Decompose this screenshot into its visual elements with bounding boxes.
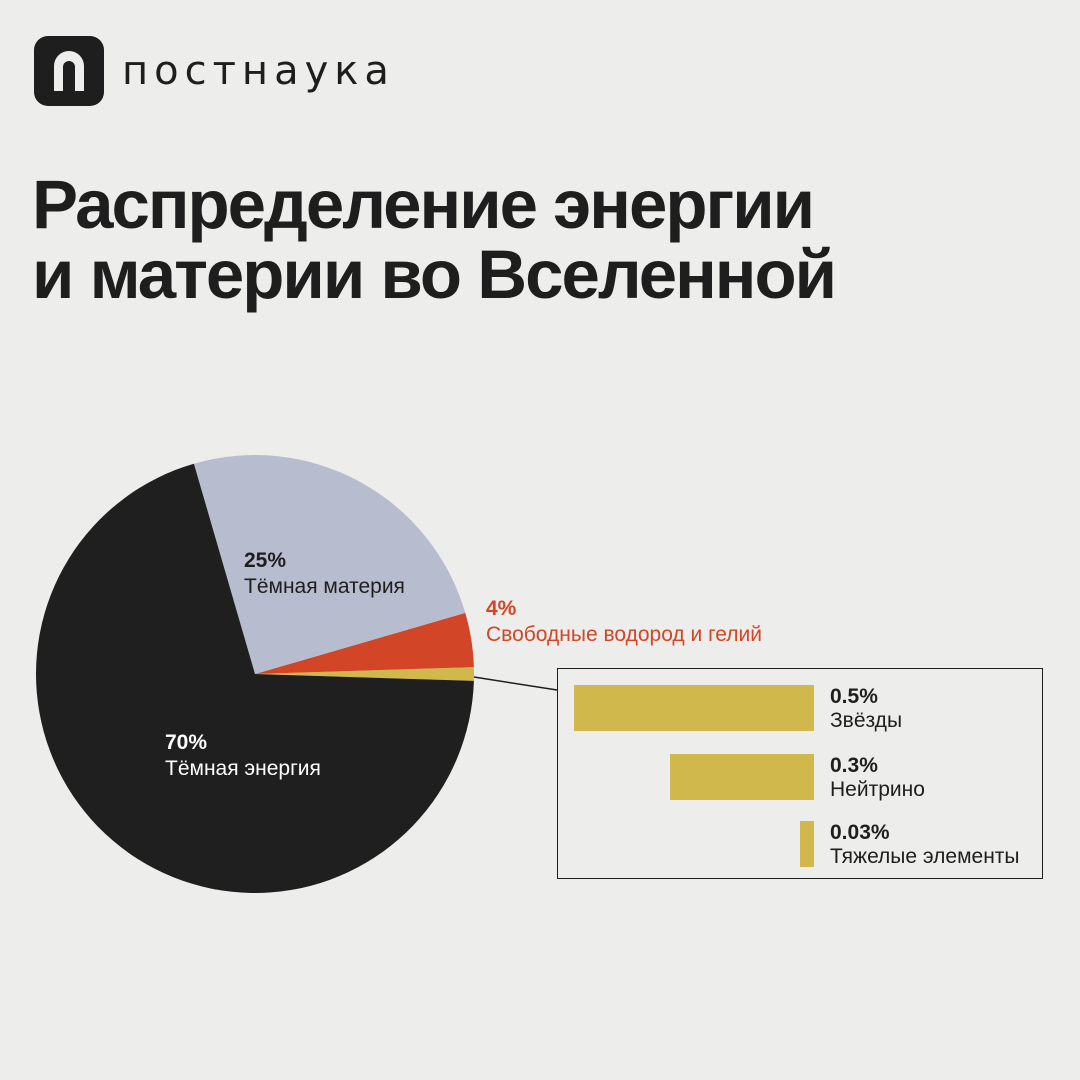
title-line-2: и материи во Вселенной xyxy=(32,236,837,313)
neutrino-name: Нейтрино xyxy=(830,778,925,801)
dark-energy-name: Тёмная энергия xyxy=(165,757,321,780)
logo-mark-icon xyxy=(34,36,104,106)
bar-stars xyxy=(574,685,814,731)
heavy-elements-name: Тяжелые элементы xyxy=(830,845,1020,868)
bar-neutrino xyxy=(670,754,814,800)
slice-stars-etc xyxy=(255,667,474,681)
dark-matter-name: Тёмная материя xyxy=(244,575,405,598)
hydrogen-helium-value: 4% xyxy=(486,597,517,620)
stars-name: Звёзды xyxy=(830,709,903,732)
bar-label-heavy-elements: 0.03% Тяжелые элементы xyxy=(830,821,1020,869)
stars-value: 0.5% xyxy=(830,685,878,708)
bar-label-neutrino: 0.3% Нейтрино xyxy=(830,754,925,802)
neutrino-value: 0.3% xyxy=(830,754,878,777)
dark-matter-value: 25% xyxy=(244,549,287,572)
heavy-elements-value: 0.03% xyxy=(830,821,890,844)
zoom-connector-line xyxy=(473,676,558,691)
slice-hydrogen-helium xyxy=(255,612,474,674)
title-line-1: Распределение энергии xyxy=(32,166,815,243)
logo-text: постнаука xyxy=(122,48,395,94)
dark-energy-value: 70% xyxy=(165,731,208,754)
page-title: Распределение энергии и материи во Вселе… xyxy=(32,170,1032,310)
label-dark-matter: 25% Тёмная материя xyxy=(244,548,405,600)
slice-dark-matter xyxy=(193,455,466,674)
bar-heavy-elements xyxy=(799,821,814,867)
brand-logo: постнаука xyxy=(34,36,395,106)
label-dark-energy: 70% Тёмная энергия xyxy=(165,730,321,782)
breakdown-box: 0.5% Звёзды 0.3% Нейтрино 0.03% Тяжелые … xyxy=(557,668,1043,879)
bar-label-stars: 0.5% Звёзды xyxy=(830,685,902,733)
slice-dark-energy xyxy=(35,463,474,894)
hydrogen-helium-name: Свободные водород и гелий xyxy=(486,623,762,646)
label-hydrogen-helium: 4% Свободные водород и гелий xyxy=(486,596,762,648)
